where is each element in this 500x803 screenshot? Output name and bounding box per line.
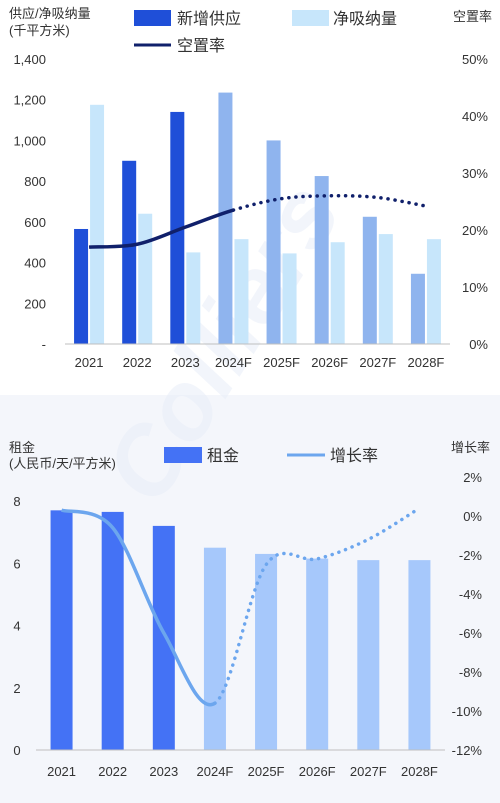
chart2-x-tick-label: 2026F bbox=[299, 764, 336, 779]
chart2-right-tick: -12% bbox=[452, 743, 483, 758]
chart1-right-tick: 20% bbox=[462, 223, 488, 238]
growth-line-actual bbox=[60, 508, 216, 707]
chart2-left-axis-title-line-1: (人民币/天/平方米) bbox=[9, 456, 116, 471]
legend-swatch-net-absorption bbox=[292, 10, 329, 26]
bar-rent bbox=[101, 511, 124, 750]
chart1-right-tick: 50% bbox=[462, 52, 488, 67]
chart2-left-tick: 4 bbox=[13, 619, 20, 634]
chart1-x-tick-label: 2022 bbox=[123, 355, 152, 370]
chart1-left-tick: 1,200 bbox=[13, 93, 46, 108]
bar-net-absorption bbox=[90, 104, 105, 344]
chart1-x-tick-label: 2026F bbox=[311, 355, 348, 370]
bar-net-absorption bbox=[138, 213, 153, 344]
chart2-right-tick: -8% bbox=[459, 665, 483, 680]
legend-label-new-supply: 新增供应 bbox=[177, 9, 241, 28]
bar-new-supply bbox=[410, 273, 425, 344]
bar-rent bbox=[306, 558, 329, 750]
chart1-right-tick: 30% bbox=[462, 166, 488, 181]
legend-swatch-new-supply bbox=[134, 10, 171, 26]
chart2-right-tick: 2% bbox=[463, 470, 482, 485]
bar-new-supply bbox=[74, 228, 89, 344]
chart2-x-tick-label: 2028F bbox=[401, 764, 438, 779]
chart2-right-tick: -2% bbox=[459, 548, 483, 563]
chart2-left-tick: 8 bbox=[13, 494, 20, 509]
bar-net-absorption bbox=[330, 242, 345, 344]
growth-line-forecast bbox=[213, 506, 422, 705]
chart1-left-tick: 1,400 bbox=[13, 52, 46, 67]
chart1-x-tick-label: 2021 bbox=[75, 355, 104, 370]
chart2-x-tick-label: 2027F bbox=[350, 764, 387, 779]
chart1-right-tick: 40% bbox=[462, 109, 488, 124]
chart2-right-tick: -10% bbox=[452, 704, 483, 719]
chart1-x-tick-label: 2028F bbox=[408, 355, 445, 370]
vacancy-line-forecast bbox=[231, 193, 428, 212]
chart1-left-axis-title-line-0: 供应/净吸纳量 bbox=[9, 6, 91, 21]
bar-rent bbox=[357, 560, 380, 750]
bar-net-absorption bbox=[378, 234, 393, 344]
chart2-x-tick-label: 2022 bbox=[98, 764, 127, 779]
bar-rent bbox=[203, 547, 226, 750]
chart1-left-tick: 600 bbox=[24, 215, 46, 230]
bar-net-absorption bbox=[282, 253, 297, 344]
bar-new-supply bbox=[362, 216, 377, 344]
bar-net-absorption bbox=[186, 252, 201, 344]
chart1-left-axis-title-line-1: (千平方米) bbox=[9, 23, 70, 38]
vacancy-line-actual bbox=[88, 208, 234, 249]
bar-new-supply bbox=[266, 140, 281, 344]
bar-rent bbox=[152, 525, 175, 750]
legend-label-growth: 增长率 bbox=[330, 447, 378, 465]
chart2-right-tick: -6% bbox=[459, 626, 483, 641]
bar-new-supply bbox=[122, 160, 137, 344]
legend-swatch-rent bbox=[164, 447, 202, 463]
bar-rent bbox=[408, 560, 431, 750]
chart1-x-tick-label: 2025F bbox=[263, 355, 300, 370]
legend-label-vacancy: 空置率 bbox=[177, 37, 225, 55]
chart1-right-axis-title: 空置率 bbox=[453, 9, 492, 24]
chart2-right-tick: -4% bbox=[459, 587, 483, 602]
bar-rent bbox=[50, 510, 73, 750]
chart2-left-axis-title-line-0: 租金 bbox=[9, 440, 35, 455]
chart2-x-tick-label: 2024F bbox=[197, 764, 234, 779]
chart2-x-tick-label: 2021 bbox=[47, 764, 76, 779]
chart1-right-tick: 0% bbox=[469, 337, 488, 352]
chart2-x-tick-label: 2025F bbox=[248, 764, 285, 779]
chart1-left-tick: 1,000 bbox=[13, 133, 46, 148]
legend-label-net-absorption: 净吸纳量 bbox=[333, 10, 397, 28]
chart1-left-tick: - bbox=[42, 337, 46, 352]
chart1-left-tick: 400 bbox=[24, 256, 46, 271]
bar-new-supply bbox=[218, 92, 233, 344]
chart2-left-tick: 2 bbox=[13, 681, 20, 696]
chart1-x-tick-label: 2027F bbox=[359, 355, 396, 370]
legend-label-rent: 租金 bbox=[207, 447, 239, 465]
bar-rent bbox=[255, 553, 278, 750]
chart1-x-tick-label: 2023 bbox=[171, 355, 200, 370]
chart1-x-tick-label: 2024F bbox=[215, 355, 252, 370]
chart2-left-tick: 0 bbox=[13, 743, 20, 758]
bar-net-absorption bbox=[426, 239, 441, 344]
bar-new-supply bbox=[314, 176, 329, 344]
bar-net-absorption bbox=[234, 239, 249, 344]
chart1-left-tick: 800 bbox=[24, 174, 46, 189]
chart1-left-tick: 200 bbox=[24, 296, 46, 311]
chart2-left-tick: 6 bbox=[13, 556, 20, 571]
bar-new-supply bbox=[170, 111, 185, 344]
chart2-right-axis-title: 增长率 bbox=[451, 440, 490, 455]
chart2-x-tick-label: 2023 bbox=[149, 764, 178, 779]
chart2-right-tick: 0% bbox=[463, 509, 482, 524]
chart1-right-tick: 10% bbox=[462, 280, 488, 295]
